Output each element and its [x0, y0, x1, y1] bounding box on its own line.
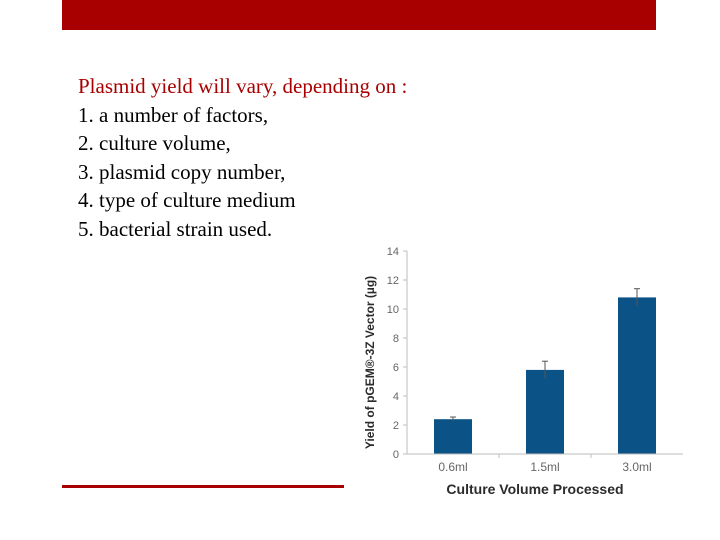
- x-axis-label: Culture Volume Processed: [446, 481, 623, 497]
- x-tick-label: 1.5ml: [530, 460, 559, 474]
- y-tick-label: 6: [393, 362, 399, 374]
- y-tick-label: 10: [387, 304, 399, 316]
- slide-item-3: 3. plasmid copy number,: [78, 159, 286, 184]
- x-ticks: 0.6ml 1.5ml 3.0ml: [438, 454, 652, 474]
- slide-item-4: 4. type of culture medium: [78, 188, 296, 213]
- y-tick-label: 2: [393, 420, 399, 432]
- y-tick-label: 12: [387, 275, 399, 287]
- y-ticks: 0 2 4 6 8 10 12 14: [387, 246, 407, 461]
- bar-0-6ml: [434, 419, 472, 454]
- title-bar: [62, 0, 656, 30]
- bar-3-0ml: [618, 297, 656, 454]
- x-tick-label: 0.6ml: [438, 460, 467, 474]
- footer-rule: [62, 485, 344, 488]
- slide-item-1: 1. a number of factors,: [78, 102, 269, 127]
- y-tick-label: 8: [393, 333, 399, 345]
- y-tick-label: 4: [393, 391, 399, 403]
- y-tick-label: 0: [393, 449, 399, 461]
- bars: [434, 288, 656, 454]
- slide-item-5: 5. bacterial strain used.: [78, 216, 273, 241]
- bar-1-5ml: [526, 369, 564, 454]
- chart-svg: 0 2 4 6 8 10 12 14 0.6ml 1.5ml 3.0ml Yield of pGE…: [363, 246, 683, 497]
- slide-text: Plasmid yield will vary, depending on : …: [78, 72, 407, 244]
- yield-chart: 0 2 4 6 8 10 12 14 0.6ml 1.5ml 3.0ml Yield of pGE…: [355, 236, 690, 506]
- slide-lead: Plasmid yield will vary, depending on :: [78, 74, 408, 98]
- x-tick-label: 3.0ml: [622, 460, 651, 474]
- y-axis-label: Yield of pGEM®-3Z Vector (µg): [363, 276, 377, 449]
- slide-item-2: 2. culture volume,: [78, 131, 231, 156]
- y-tick-label: 14: [387, 246, 399, 258]
